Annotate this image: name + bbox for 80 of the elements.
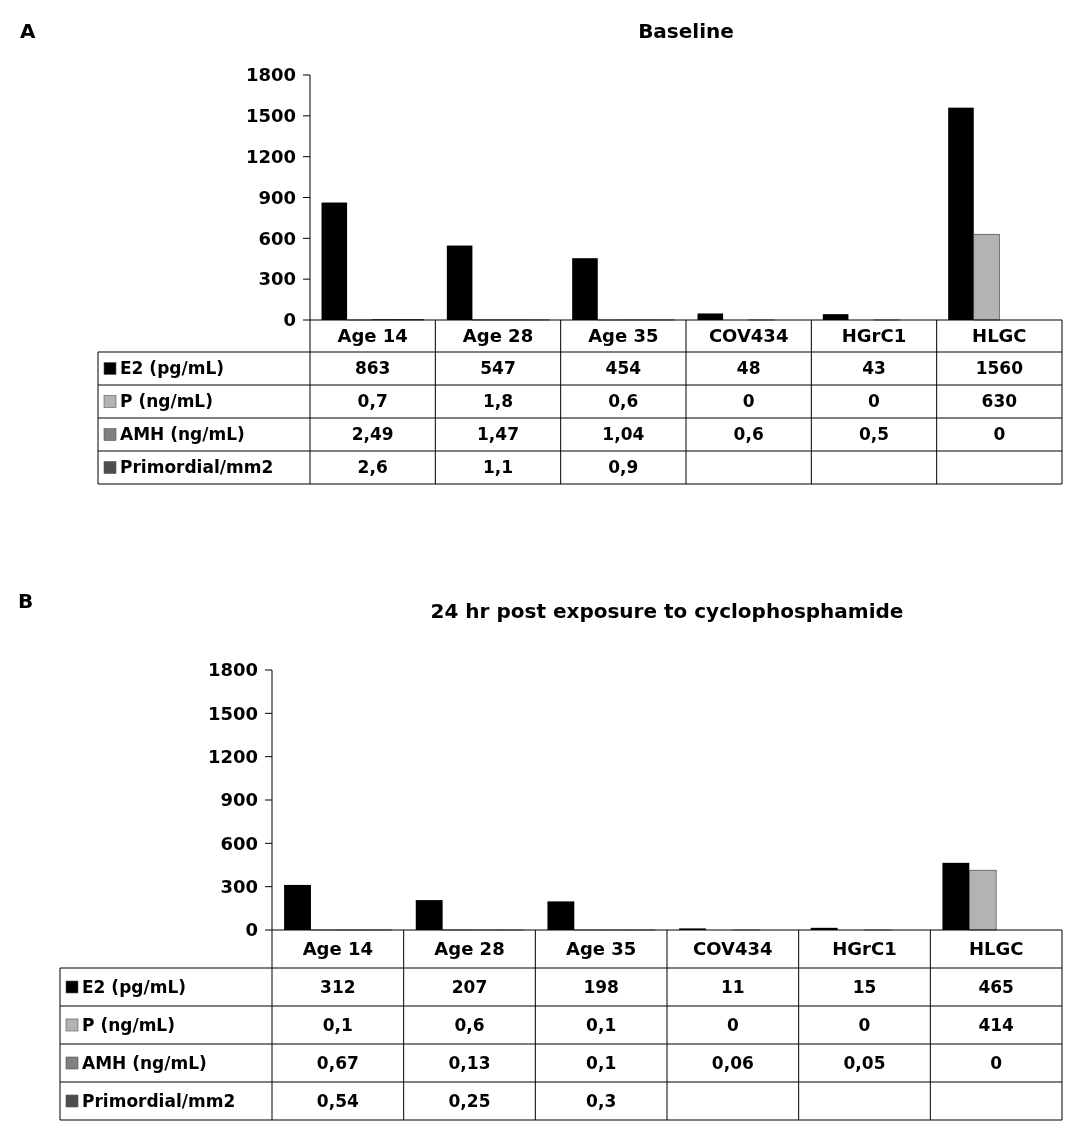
legend-label: E2 (pg/mL) (120, 358, 224, 379)
x-tick-label: HLGC (968, 938, 1024, 960)
data-label: 2,49 (351, 424, 394, 445)
legend-label: Primordial/mm2 (120, 457, 274, 478)
x-tick-label: HGrC1 (841, 325, 907, 347)
data-label: 1,8 (482, 391, 514, 412)
text: B (18, 589, 34, 613)
data-label: 1560 (975, 358, 1024, 379)
y-tick-label: 1200 (245, 145, 296, 167)
data-label: 465 (978, 976, 1014, 997)
data-label: 0,1 (586, 1052, 617, 1073)
legend-label: AMH (ng/mL) (120, 424, 245, 445)
data-label: 0,6 (608, 391, 639, 412)
data-label: 0,67 (316, 1052, 359, 1073)
data-label: 547 (480, 358, 516, 379)
data-label: 198 (583, 976, 619, 997)
y-tick-label: 600 (258, 227, 296, 249)
data-label: 0,54 (316, 1090, 359, 1111)
data-label: 863 (354, 358, 391, 379)
chart-title: 24 hr post exposure to cyclophosphamide (430, 599, 904, 623)
legend-label: P (ng/mL) (82, 1014, 175, 1035)
y-tick-label: 0 (245, 919, 258, 941)
data-label: 0,13 (448, 1052, 491, 1073)
y-tick-label: 300 (258, 268, 296, 290)
data-label: 1,04 (602, 424, 645, 445)
x-tick-label: Age 14 (337, 325, 408, 347)
data-label: 0,9 (608, 457, 639, 478)
data-label: 0,6 (733, 424, 764, 445)
x-tick-label: Age 28 (462, 325, 534, 347)
legend-label: AMH (ng/mL) (82, 1052, 207, 1073)
y-tick-label: 600 (220, 832, 258, 854)
data-label: 0,25 (448, 1090, 491, 1111)
x-tick-label: Age 28 (434, 938, 505, 960)
data-label: 414 (978, 1014, 1015, 1035)
data-label: 1,1 (482, 457, 514, 478)
data-label: 11 (721, 976, 745, 997)
data-label: 2,6 (357, 457, 388, 478)
data-label: 0 (993, 424, 1006, 445)
data-label: 0,5 (858, 424, 890, 445)
y-tick-label: 1500 (207, 702, 258, 724)
data-label: 0,6 (454, 1014, 485, 1035)
x-tick-label: COV434 (693, 938, 773, 960)
y-tick-label: 0 (283, 309, 296, 331)
data-label: 15 (852, 976, 877, 997)
y-tick-label: 900 (220, 789, 258, 811)
y-tick-label: 1500 (245, 105, 296, 127)
data-label: 0 (858, 1014, 871, 1035)
y-tick-label: 1200 (207, 745, 258, 767)
legend-label: E2 (pg/mL) (82, 976, 186, 997)
x-tick-label: Age 35 (565, 938, 637, 960)
x-tick-label: HLGC (972, 325, 1027, 347)
data-label: 0 (742, 391, 755, 412)
chart-title: Baseline (638, 19, 734, 43)
x-tick-label: Age 35 (588, 325, 659, 347)
y-tick-label: 300 (220, 875, 258, 897)
data-label: 43 (862, 358, 886, 379)
text: A (20, 19, 36, 43)
x-tick-label: Age 14 (302, 938, 374, 960)
x-tick-label: HGrC1 (832, 938, 897, 960)
data-label: 630 (981, 391, 1018, 412)
data-label: 0,06 (711, 1052, 754, 1073)
data-label: 0 (726, 1014, 739, 1035)
data-label: 0,05 (843, 1052, 886, 1073)
data-label: 0,3 (586, 1090, 617, 1111)
legend-label: Primordial/mm2 (82, 1090, 236, 1111)
data-label: 0 (868, 391, 881, 412)
data-label: 454 (605, 358, 642, 379)
data-label: 207 (451, 976, 488, 997)
y-tick-label: 1800 (245, 64, 296, 86)
data-label: 0,7 (357, 391, 388, 412)
y-tick-label: 1800 (207, 659, 258, 681)
data-label: 0 (990, 1052, 1003, 1073)
data-label: 0,1 (322, 1014, 353, 1035)
data-label: 48 (736, 358, 761, 379)
x-tick-label: COV434 (708, 325, 789, 347)
data-label: 0,1 (586, 1014, 617, 1035)
legend-label: P (ng/mL) (120, 391, 213, 412)
y-tick-label: 900 (258, 186, 296, 208)
data-label: 1,47 (477, 424, 519, 445)
data-label: 312 (320, 976, 356, 997)
